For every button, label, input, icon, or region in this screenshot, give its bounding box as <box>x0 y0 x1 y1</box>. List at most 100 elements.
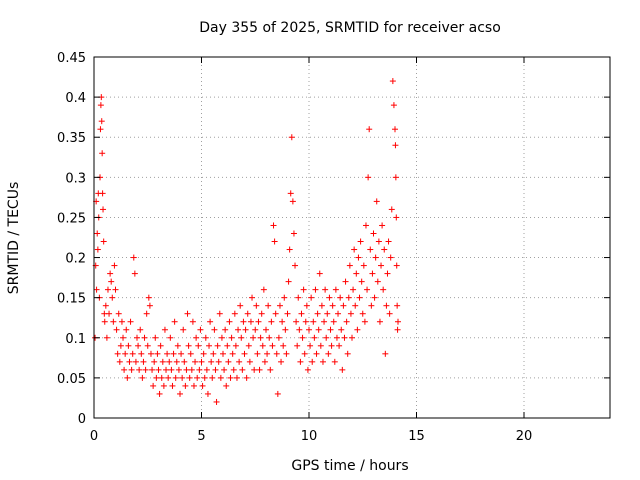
data-point <box>146 302 153 309</box>
data-point <box>257 334 264 341</box>
data-point <box>135 342 142 349</box>
data-point <box>379 222 386 229</box>
data-point <box>206 342 213 349</box>
data-point <box>117 342 124 349</box>
data-point <box>237 302 244 309</box>
data-point <box>281 294 288 301</box>
data-point <box>290 230 297 237</box>
data-point <box>389 78 396 85</box>
data-point <box>235 326 242 333</box>
data-point <box>352 302 359 309</box>
y-axis-label: SRMTID / TECUs <box>6 182 22 295</box>
data-point <box>386 310 393 317</box>
data-point <box>336 342 343 349</box>
data-point <box>240 318 247 325</box>
y-tick-label: 0 <box>78 412 86 427</box>
data-point <box>151 358 158 365</box>
data-point <box>94 230 101 237</box>
data-point <box>182 382 189 389</box>
data-point <box>223 382 230 389</box>
data-point <box>360 262 367 269</box>
data-point <box>93 286 100 293</box>
data-point <box>344 350 351 357</box>
data-point <box>212 366 219 373</box>
data-point <box>100 206 107 213</box>
data-point <box>145 294 152 301</box>
data-point <box>123 326 130 333</box>
data-point <box>395 318 402 325</box>
data-point <box>194 374 201 381</box>
data-point <box>142 366 149 373</box>
data-point <box>214 342 221 349</box>
data-point <box>243 374 250 381</box>
data-point <box>346 262 353 269</box>
data-point <box>364 286 371 293</box>
data-point <box>393 214 400 221</box>
data-point <box>140 358 147 365</box>
data-point <box>121 366 128 373</box>
data-point <box>239 366 246 373</box>
data-point <box>99 190 106 197</box>
data-point <box>297 358 304 365</box>
data-point <box>137 326 144 333</box>
data-point <box>213 398 220 405</box>
data-point <box>233 374 240 381</box>
data-point <box>221 366 228 373</box>
data-point <box>292 262 299 269</box>
data-point <box>288 134 295 141</box>
data-point <box>185 342 192 349</box>
data-point <box>295 294 302 301</box>
data-point <box>128 366 135 373</box>
data-point <box>306 326 312 333</box>
data-point <box>278 358 285 365</box>
data-point <box>285 278 292 285</box>
data-point <box>331 358 338 365</box>
data-point <box>178 350 185 357</box>
data-point <box>315 326 322 333</box>
data-point <box>168 366 175 373</box>
data-point <box>340 302 347 309</box>
data-point <box>250 334 257 341</box>
data-point <box>189 318 196 325</box>
data-point <box>373 198 380 205</box>
data-point <box>349 334 355 341</box>
data-point <box>367 246 374 253</box>
data-point <box>229 350 236 357</box>
data-point <box>394 302 401 309</box>
data-point <box>270 222 277 229</box>
data-point <box>207 318 214 325</box>
data-point <box>384 270 391 277</box>
data-point <box>390 102 397 109</box>
data-point <box>287 190 294 197</box>
data-point <box>382 350 389 357</box>
data-point <box>392 142 399 149</box>
data-point <box>300 286 307 293</box>
data-point <box>366 126 373 133</box>
data-point <box>359 310 366 317</box>
data-point <box>312 286 319 293</box>
data-point <box>202 334 209 341</box>
data-point <box>269 342 276 349</box>
data-point <box>195 342 202 349</box>
data-point <box>307 342 314 349</box>
data-point <box>311 334 318 341</box>
data-point <box>179 374 186 381</box>
data-point <box>101 318 108 325</box>
data-point <box>107 270 114 277</box>
data-point <box>198 358 205 365</box>
data-point <box>180 326 187 333</box>
data-point <box>218 334 225 341</box>
data-point <box>154 350 161 357</box>
data-point <box>272 310 279 317</box>
data-point <box>244 310 251 317</box>
data-point <box>157 342 164 349</box>
data-point <box>313 350 320 357</box>
data-point <box>216 310 223 317</box>
y-tick-label: 0.05 <box>57 372 86 387</box>
data-point <box>299 334 306 341</box>
data-point <box>228 334 235 341</box>
data-point <box>268 318 275 325</box>
x-tick-label: 20 <box>516 429 533 444</box>
data-point <box>97 102 104 109</box>
